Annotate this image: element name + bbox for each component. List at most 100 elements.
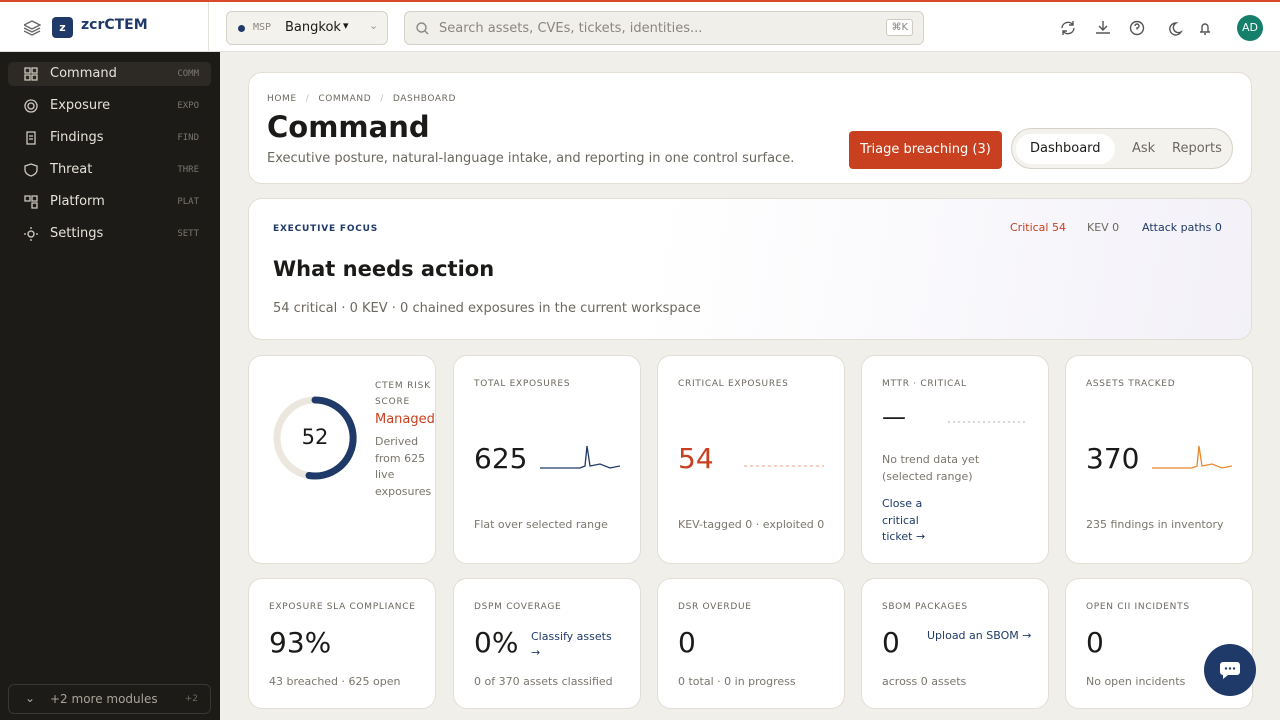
nav-code: FIND	[177, 133, 199, 143]
metric-card: EXPOSURE SLA COMPLIANCE 93% 43 breached · …	[248, 578, 436, 709]
metric-card: DSR OVERDUE 0 0 total · 0 in progress	[657, 578, 845, 709]
risk-gauge	[273, 396, 357, 480]
breadcrumb: HOME / COMMAND / DASHBOARD	[267, 94, 457, 104]
risk-status: Managed	[375, 412, 435, 427]
sparkline	[744, 465, 824, 467]
risk-label: CTEM RISK SCORE	[375, 381, 431, 407]
metric-label: DSR OVERDUE	[678, 602, 752, 612]
user-avatar[interactable]: AD	[1237, 15, 1263, 41]
nav-item[interactable]: Findings FIND	[8, 126, 211, 150]
nav-item[interactable]: Command COMM	[8, 62, 211, 86]
page-header: HOME / COMMAND / DASHBOARD Command Executive…	[248, 72, 1252, 184]
chevron: ⌄	[25, 691, 36, 705]
metric-note: 0 total · 0 in progress	[678, 675, 796, 688]
metric-note: No trend data yet (selected range)	[882, 453, 980, 483]
metric-label: DSPM COVERAGE	[474, 602, 562, 612]
focus-title: What needs action	[273, 257, 495, 281]
metric-value: 625	[474, 442, 528, 475]
status-dot	[238, 25, 245, 32]
metric-label: EXPOSURE SLA COMPLIANCE	[269, 602, 416, 612]
metric-link[interactable]: Classify assets →	[531, 630, 612, 659]
crumb[interactable]: COMMAND	[318, 94, 372, 104]
nav-code: THRE	[177, 165, 199, 175]
metric-value: 0	[678, 626, 696, 659]
metric-note: 43 breached · 625 open	[269, 675, 401, 688]
tenant-select[interactable]: MSP Bangkok ▾ ⌄	[226, 11, 388, 45]
more-modules[interactable]: ⌄ +2 more modules +2	[8, 684, 211, 714]
metric-value: —	[882, 403, 906, 431]
tenant-name: Bangkok	[285, 20, 341, 35]
nav-label: Exposure	[50, 98, 111, 113]
nav-label: Platform	[50, 194, 105, 209]
brand-area: z zcrCTEM	[0, 2, 209, 52]
metric-link[interactable]: Upload an SBOM →	[927, 629, 1032, 642]
metric-label: MTTR · CRITICAL	[882, 379, 967, 389]
nav-code: PLAT	[177, 197, 199, 207]
brand: zcrCTEM	[81, 17, 148, 33]
focus-summary: 54 critical · 0 KEV · 0 chained exposure…	[273, 301, 701, 316]
metric-value: 0	[882, 626, 900, 659]
chip: Attack paths 0	[1142, 221, 1222, 234]
focus-eyebrow: EXECUTIVE FOCUS	[273, 224, 379, 234]
metric-card: TOTAL EXPOSURES 625 Flat over selected ran…	[453, 355, 641, 564]
metric-card: SBOM PACKAGES 0 across 0 assets Upload an S…	[861, 578, 1049, 709]
metric-label: TOTAL EXPOSURES	[474, 379, 571, 389]
toolbar-icons[interactable]	[1060, 20, 1220, 36]
search-icon	[416, 22, 429, 35]
search-placeholder: Search assets, CVEs, tickets, identities…	[439, 21, 703, 36]
more-count: +2	[184, 694, 198, 704]
nav-item[interactable]: Exposure EXPO	[8, 94, 211, 118]
chevron: ▾	[343, 19, 349, 32]
nav-code: SETT	[177, 229, 199, 239]
metric-label: CRITICAL EXPOSURES	[678, 379, 789, 389]
tab[interactable]: Reports	[1172, 141, 1222, 156]
nav-label: Findings	[50, 130, 104, 145]
nav-item[interactable]: Threat THRE	[8, 158, 211, 182]
metric-note: across 0 assets	[882, 675, 967, 688]
nav-icon	[24, 67, 38, 81]
chip: Critical 54	[1010, 221, 1066, 234]
nav-label: Settings	[50, 226, 104, 241]
metric-value: 54	[678, 442, 714, 475]
search-box[interactable]: Search assets, CVEs, tickets, identities…	[404, 11, 924, 45]
metric-note: Flat over selected range	[474, 518, 608, 531]
metric-link[interactable]: Close a critical ticket →	[882, 497, 926, 543]
nav-item[interactable]: Settings SETT	[8, 222, 211, 246]
nav-label: Command	[50, 66, 117, 81]
chat-icon	[1220, 662, 1240, 679]
nav-code: EXPO	[177, 101, 199, 111]
page-title: Command	[267, 110, 430, 144]
tab[interactable]: Ask	[1132, 141, 1156, 156]
metric-note: 0 of 370 assets classified	[474, 675, 613, 688]
metric-label: SBOM PACKAGES	[882, 602, 968, 612]
metric-label: OPEN CII INCIDENTS	[1086, 602, 1190, 612]
nav-icon	[26, 131, 36, 145]
sparkline	[948, 421, 1028, 423]
metric-value: 370	[1086, 442, 1140, 475]
chevron: ⌄	[369, 19, 379, 32]
crumb[interactable]: HOME	[267, 94, 297, 104]
metric-card: ASSETS TRACKED 370 235 findings in invento…	[1065, 355, 1253, 564]
sparkline	[1152, 445, 1232, 469]
metric-card: DSPM COVERAGE 0% 0 of 370 assets classifie…	[453, 578, 641, 709]
tab[interactable]: Dashboard	[1016, 134, 1115, 164]
nav-icon	[24, 163, 38, 177]
metric-note: No open incidents	[1086, 675, 1186, 688]
nav-code: COMM	[177, 69, 199, 79]
chip: KEV 0	[1087, 221, 1120, 234]
triage-button[interactable]: Triage breaching (3)	[849, 131, 1002, 169]
layers-icon[interactable]	[24, 20, 41, 36]
metric-card: MTTR · CRITICAL — No trend data yet (selec…	[861, 355, 1049, 564]
metric-note: 235 findings in inventory	[1086, 518, 1224, 531]
risk-score: 52	[301, 425, 329, 449]
chat-button[interactable]	[1204, 644, 1256, 696]
metric-value: 0	[1086, 626, 1104, 659]
nav-label: Threat	[50, 162, 93, 177]
nav-item[interactable]: Platform PLAT	[8, 190, 211, 214]
risk-card: 52 CTEM RISK SCORE Managed Derived from …	[248, 355, 436, 564]
risk-note: Derived from 625 live exposures	[375, 435, 432, 498]
view-tabs: Dashboard Ask Reports	[1011, 128, 1233, 169]
more-label: +2 more modules	[50, 692, 158, 706]
metric-card: CRITICAL EXPOSURES 54 KEV-tagged 0 · explo…	[657, 355, 845, 564]
